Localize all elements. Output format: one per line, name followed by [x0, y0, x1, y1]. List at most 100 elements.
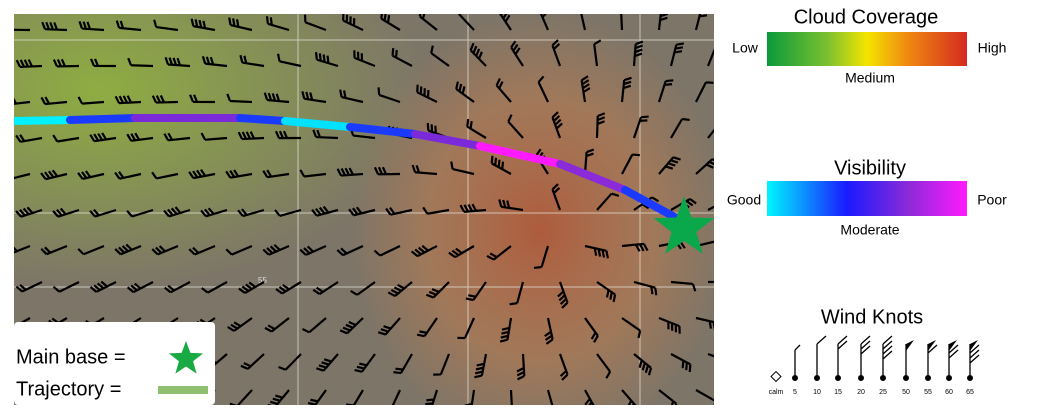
- wind-barb: [459, 203, 487, 213]
- wind-barb: [377, 317, 401, 336]
- knot-barb: [794, 344, 801, 378]
- wind-barb: [15, 59, 43, 69]
- wind-barb: [546, 389, 556, 405]
- wind-barb: [533, 245, 550, 269]
- wind-barb: [77, 96, 105, 105]
- knot-barb: [860, 335, 871, 378]
- wind-barb: [416, 84, 438, 103]
- wind-barb: [354, 353, 376, 373]
- wind-barb: [188, 168, 216, 180]
- wind-barb: [707, 352, 714, 370]
- wind-barb: [425, 281, 450, 299]
- wind-barb: [274, 130, 302, 140]
- knot-barb: [948, 344, 959, 378]
- wind-barb: [52, 207, 80, 218]
- wind-barb: [619, 14, 629, 31]
- wind-barb: [201, 281, 228, 294]
- wind-barb: [348, 206, 376, 217]
- cloud-scale: [767, 32, 967, 66]
- wind-barb: [312, 129, 339, 140]
- wind-barb: [200, 207, 228, 218]
- wind-barb: [658, 389, 678, 405]
- wind-barb: [278, 353, 302, 371]
- scale-mark: 55: [258, 276, 267, 285]
- wind-barb: [240, 353, 265, 370]
- wind-barb: [164, 56, 191, 68]
- wind-barb: [465, 281, 487, 302]
- wind-barb: [14, 96, 31, 106]
- wind-barb: [463, 389, 476, 405]
- wind-barb: [670, 197, 697, 211]
- wind-barb: [336, 244, 364, 257]
- wind-barb: [163, 206, 191, 218]
- trajectory-icon: [158, 386, 208, 394]
- wind-barb: [311, 205, 339, 217]
- map: 55: [14, 14, 714, 405]
- wind-barb: [77, 244, 105, 256]
- wind-barb: [658, 316, 681, 334]
- wind-barb: [707, 198, 714, 211]
- wind-barb: [225, 169, 253, 179]
- wind-barb: [89, 208, 117, 218]
- wind-title: Wind Knots: [821, 306, 923, 328]
- wind-barb: [225, 244, 253, 256]
- wind-barb: [695, 81, 714, 103]
- wind-knot-label: 15: [834, 389, 842, 396]
- wind-knot-label: 20: [857, 389, 865, 396]
- wind-barb: [189, 94, 216, 104]
- wind-barb: [373, 166, 401, 176]
- wind-barb: [410, 244, 438, 258]
- wind-barb: [497, 14, 512, 31]
- wind-barb: [380, 14, 401, 31]
- wind-barb: [89, 132, 117, 143]
- knot-barb: [816, 335, 827, 378]
- wind-barb: [299, 169, 327, 178]
- wind-barb: [78, 21, 105, 32]
- cloud-high: High: [978, 40, 1007, 56]
- wind-barb: [15, 281, 43, 293]
- wind-barb: [670, 280, 697, 292]
- wind-barb: [373, 245, 401, 257]
- wind-barb: [422, 389, 439, 405]
- wind-barb: [498, 199, 524, 212]
- wind-barb: [469, 42, 487, 67]
- wind-knot-label: 55: [924, 389, 932, 396]
- wind-barb: [507, 114, 524, 139]
- wind-barb: [411, 164, 438, 176]
- main-base-icon: [168, 341, 204, 374]
- wind-barb: [632, 40, 644, 67]
- wind-barb: [670, 353, 692, 373]
- wind-barb: [474, 353, 488, 379]
- red-zone: [350, 14, 714, 405]
- knot-flag: [970, 340, 978, 351]
- wind-barb: [657, 14, 670, 31]
- wind-barb: [350, 281, 376, 296]
- wind-barb: [299, 244, 327, 256]
- wind-barb: [621, 242, 649, 252]
- wind-barb: [126, 208, 154, 218]
- wind-barb: [229, 389, 253, 405]
- wind-barb: [40, 169, 68, 181]
- wind-barb: [114, 243, 142, 256]
- wind-barb: [265, 16, 290, 32]
- wind-barb: [115, 20, 142, 32]
- wind-barb: [237, 208, 265, 218]
- wind-barb: [201, 56, 228, 68]
- knot-flag: [928, 340, 936, 351]
- wind-knot-label: calm: [769, 389, 784, 396]
- wind-barb: [262, 169, 290, 179]
- wind-barb: [77, 170, 105, 181]
- wind-barb: [339, 89, 364, 104]
- wind-barb: [342, 14, 364, 31]
- wind-barb: [40, 244, 68, 256]
- wind-barb: [580, 75, 591, 103]
- wind-knot-label: 5: [793, 389, 797, 396]
- wind-barb: [90, 58, 117, 68]
- wind-barb: [275, 281, 302, 295]
- wind-barb: [377, 87, 401, 104]
- wind-barb: [383, 389, 401, 405]
- wind-barb: [466, 118, 487, 139]
- wind-barb: [621, 153, 640, 175]
- visibility-title: Visibility: [834, 157, 906, 179]
- wind-barb: [151, 94, 179, 104]
